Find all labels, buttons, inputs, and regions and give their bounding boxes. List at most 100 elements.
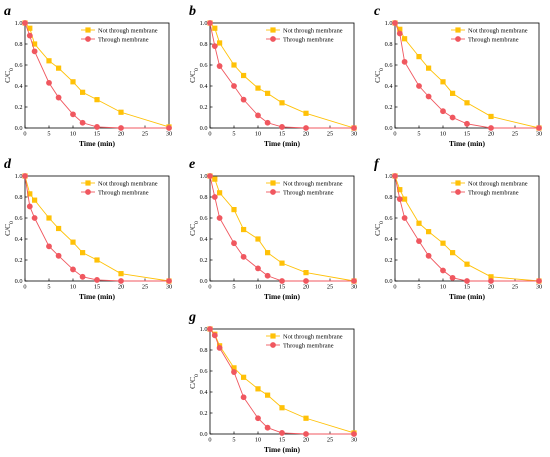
data-point-not-through xyxy=(255,386,261,392)
data-point-not-through xyxy=(212,176,218,182)
legend-marker-through xyxy=(85,36,91,42)
x-tick-label: 10 xyxy=(255,284,261,291)
y-axis-label: C/C0 xyxy=(373,221,385,236)
legend-label: Not through membrane xyxy=(468,180,528,187)
x-axis-label: Time (min) xyxy=(449,139,485,148)
y-tick-label: 1.0 xyxy=(385,20,393,27)
chart-panel-d: 0 5 10 15 20 25 30 0.0 0.2 0.4 0.6 0.8 1.0 Time (min)… xyxy=(3,157,172,301)
data-point-not-through xyxy=(402,36,408,42)
y-axis-label: C/C0 xyxy=(373,68,385,83)
y-tick-label: 0.2 xyxy=(385,257,393,264)
legend-marker-not-through xyxy=(270,180,276,186)
y-tick-label: 0.4 xyxy=(200,236,209,243)
y-tick-label: 0.0 xyxy=(15,125,23,132)
data-point-through xyxy=(425,93,432,100)
x-tick-label: 15 xyxy=(464,284,470,291)
series-line-through xyxy=(394,22,539,129)
data-point-not-through xyxy=(241,226,247,233)
data-point-through xyxy=(488,125,494,131)
data-point-not-through xyxy=(27,191,33,197)
data-point-not-through xyxy=(56,225,62,232)
data-point-through xyxy=(449,114,456,121)
data-point-not-through xyxy=(397,187,403,193)
data-point-through xyxy=(240,96,247,103)
legend-marker-not-through xyxy=(85,180,91,186)
x-tick-label: 0 xyxy=(23,131,26,138)
data-point-through xyxy=(536,125,542,131)
y-tick-label: 0.8 xyxy=(15,41,23,48)
series-line-not-through xyxy=(24,175,170,282)
x-tick-label: 25 xyxy=(512,284,518,291)
y-tick-label: 0.6 xyxy=(385,215,393,222)
data-point-through xyxy=(94,277,100,283)
data-point-not-through xyxy=(450,250,456,256)
series-line-through xyxy=(24,22,169,129)
y-tick-label: 0.6 xyxy=(200,368,208,375)
x-tick-label: 20 xyxy=(303,437,309,444)
y-tick-label: 0.4 xyxy=(200,389,209,396)
y-tick-label: 0.8 xyxy=(385,194,393,201)
data-point-through xyxy=(264,272,271,279)
data-point-through xyxy=(440,267,446,274)
data-point-not-through xyxy=(488,113,494,120)
legend-label: Through membrane xyxy=(283,36,334,43)
data-point-not-through xyxy=(70,239,76,245)
data-point-not-through xyxy=(279,260,285,266)
chart-panel-g: 0 5 10 15 20 25 30 0.0 0.2 0.4 0.6 0.8 1.0 Time (min)… xyxy=(188,310,357,454)
chart-panel-f: 0 5 10 15 20 25 30 0.0 0.2 0.4 0.6 0.8 1.0 Time (min)… xyxy=(373,157,542,301)
x-tick-label: 0 xyxy=(393,131,396,138)
data-point-not-through xyxy=(279,405,285,411)
data-point-through xyxy=(255,112,261,119)
data-point-through xyxy=(264,424,271,431)
x-tick-label: 30 xyxy=(351,437,357,444)
data-point-through xyxy=(207,326,213,332)
data-point-not-through xyxy=(255,85,261,91)
y-axis-label: C/C0 xyxy=(3,68,15,83)
chart-panel-e: 0 5 10 15 20 25 30 0.0 0.2 0.4 0.6 0.8 1.0 Time (min)… xyxy=(188,157,357,301)
data-point-not-through xyxy=(426,229,432,235)
legend-label: Not through membrane xyxy=(98,180,158,187)
x-tick-label: 0 xyxy=(23,284,26,291)
x-tick-label: 25 xyxy=(142,284,148,291)
data-point-not-through xyxy=(464,100,470,106)
x-tick-label: 30 xyxy=(351,284,357,291)
legend-marker-not-through xyxy=(455,27,461,33)
chart-panel-c: 0 5 10 15 20 25 30 0.0 0.2 0.4 0.6 0.8 1.0 Time (min)… xyxy=(373,4,542,148)
legend-marker-through xyxy=(270,36,276,42)
data-point-not-through xyxy=(440,240,446,246)
data-point-through xyxy=(536,278,542,284)
legend-label: Through membrane xyxy=(98,36,149,43)
data-point-through xyxy=(46,243,52,250)
y-tick-label: 0.4 xyxy=(15,83,24,90)
series-line-through xyxy=(209,328,354,435)
data-point-not-through xyxy=(416,54,422,60)
chart-panel-a: 0 5 10 15 20 25 30 0.0 0.2 0.4 0.6 0.8 1.0 Time (min)… xyxy=(3,4,172,148)
data-point-not-through xyxy=(303,110,309,116)
data-point-through xyxy=(488,278,494,284)
x-tick-label: 10 xyxy=(440,131,446,138)
data-point-through xyxy=(396,30,403,37)
legend-marker-through xyxy=(85,189,91,195)
y-tick-label: 0.6 xyxy=(385,62,393,69)
data-point-not-through xyxy=(440,79,446,85)
x-tick-label: 30 xyxy=(536,131,542,138)
x-tick-label: 0 xyxy=(208,284,211,291)
data-point-through xyxy=(279,124,285,130)
x-tick-label: 25 xyxy=(142,131,148,138)
data-point-through xyxy=(216,63,223,69)
x-tick-label: 0 xyxy=(393,284,396,291)
y-tick-label: 1.0 xyxy=(200,173,208,180)
y-tick-label: 0.0 xyxy=(385,278,393,285)
data-point-through xyxy=(392,173,398,179)
data-point-through xyxy=(449,274,456,281)
data-point-through xyxy=(303,278,309,284)
data-point-not-through xyxy=(94,257,100,263)
series-line-not-through xyxy=(394,175,540,282)
data-point-not-through xyxy=(94,97,100,103)
data-point-through xyxy=(55,252,62,259)
y-axis-label: C/C0 xyxy=(3,221,15,236)
data-point-through xyxy=(94,124,100,130)
data-point-not-through xyxy=(241,72,247,79)
x-axis-label: Time (min) xyxy=(264,292,300,301)
x-tick-label: 5 xyxy=(417,284,420,291)
